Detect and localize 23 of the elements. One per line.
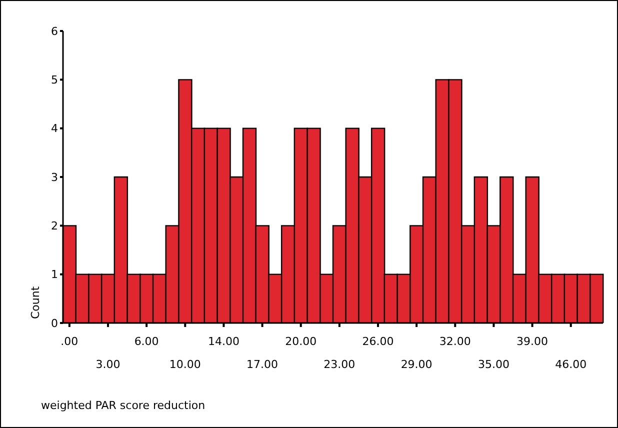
x-tick-label: 26.00 [362,335,394,348]
x-tick-label: 6.00 [134,335,159,348]
y-tick-label: 0 [51,316,58,330]
y-axis-title: Count [29,286,42,319]
x-tick-label: 32.00 [439,335,471,348]
y-tick-label: 2 [51,220,58,233]
x-tick-label: 23.00 [324,358,356,371]
x-tick-label: 3.00 [96,358,120,371]
x-tick-label: 20.00 [285,335,317,348]
x-tick-label: 39.00 [516,335,548,348]
y-tick-label: 6 [51,24,58,38]
x-tick-label: .00 [60,335,78,348]
x-tick-label: 35.00 [478,358,510,371]
x-tick-label: 14.00 [208,335,240,348]
y-tick-label: 1 [51,268,58,282]
x-axis-title: weighted PAR score reduction [41,399,206,412]
y-tick-label: 5 [51,74,58,87]
x-tick-label: 17.00 [246,358,278,371]
x-tick-label: 10.00 [169,358,201,371]
y-tick-label: 4 [51,122,58,136]
y-tick-label: 3 [51,170,58,184]
x-tick-label: 46.00 [555,358,587,371]
x-tick-label: 29.00 [400,358,432,371]
